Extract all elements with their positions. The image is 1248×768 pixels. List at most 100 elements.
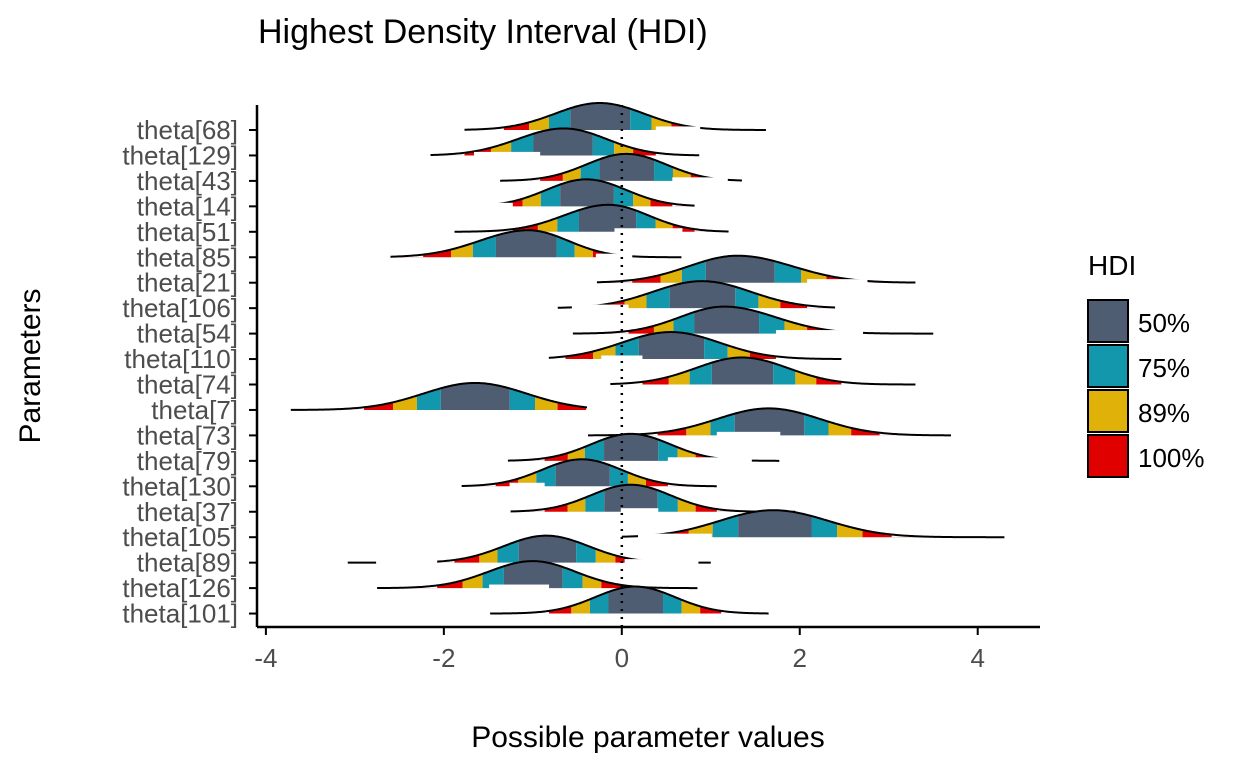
hdi-band-theta[43]-75% <box>580 159 600 181</box>
hdi-band-theta[54]-100% <box>572 325 654 334</box>
hdi-band-theta[106]-75% <box>735 286 759 309</box>
tail-mask-right-theta[79] <box>716 431 781 461</box>
hdi-band-theta[74]-89% <box>668 370 690 385</box>
hdi-band-theta[51]-100% <box>672 224 729 232</box>
y-tick-label: theta[7] <box>151 395 238 425</box>
y-tick-label: theta[129] <box>122 140 238 170</box>
tail-mask-left-theta[21] <box>595 253 633 283</box>
density-curve-theta[85] <box>390 229 682 259</box>
hdi-band-theta[85]-75% <box>556 236 575 258</box>
hdi-band-theta[105]-89% <box>837 523 863 538</box>
hdi-band-theta[85]-50% <box>495 230 557 258</box>
x-axis-title: Possible parameter values <box>471 721 825 754</box>
hdi-band-theta[68]-75% <box>630 108 652 130</box>
legend-label: 89% <box>1138 398 1190 428</box>
y-tick-label: theta[106] <box>122 293 238 323</box>
legend-title: HDI <box>1088 250 1136 281</box>
hdi-band-theta[130]-50% <box>555 459 610 487</box>
hdi-band-theta[79]-75% <box>584 439 605 461</box>
hdi-band-theta[73]-75% <box>710 413 735 436</box>
hdi-band-theta[37]-50% <box>604 484 658 512</box>
tail-mask-left-theta[106] <box>556 279 597 309</box>
hdi-band-theta[126]-100% <box>377 580 463 589</box>
hdi-band-theta[7]-89% <box>393 395 417 410</box>
tail-mask-left-theta[7] <box>289 380 365 410</box>
tail-mask-right-theta[105] <box>891 508 1006 538</box>
hdi-band-theta[73]-75% <box>804 414 829 436</box>
tail-mask-right-theta[129] <box>655 126 701 156</box>
hdi-band-theta[14]-100% <box>650 198 727 207</box>
tail-mask-left-theta[126] <box>376 559 438 589</box>
hdi-band-theta[126]-89% <box>462 573 483 589</box>
hdi-band-theta[89]-50% <box>518 535 577 563</box>
hdi-band-theta[43]-50% <box>599 153 655 181</box>
hdi-band-theta[14]-89% <box>522 192 541 207</box>
hdi-band-theta[7]-75% <box>509 388 536 410</box>
hdi-band-theta[54]-75% <box>759 312 785 334</box>
hdi-band-theta[89]-75% <box>497 540 519 563</box>
legend-label: 75% <box>1138 353 1190 383</box>
hdi-band-theta[101]-89% <box>681 599 701 614</box>
y-tick-label: theta[101] <box>122 599 238 629</box>
hdi-band-theta[89]-100% <box>347 554 480 563</box>
hdi-band-theta[85]-89% <box>574 243 593 258</box>
hdi-band-theta[89]-89% <box>595 548 616 563</box>
legend: HDI 50% 75% 89% 100% <box>1087 250 1205 478</box>
hdi-band-theta[79]-89% <box>567 446 585 461</box>
hdi-band-theta[68]-89% <box>529 115 549 130</box>
hdi-band-theta[7]-100% <box>557 402 610 410</box>
hdi-band-theta[106]-89% <box>758 294 781 309</box>
hdi-band-theta[106]-50% <box>669 281 736 309</box>
density-curve-theta[54] <box>572 305 934 335</box>
tail-mask-right-theta[73] <box>879 406 953 436</box>
tail-mask-left-theta[110] <box>547 330 566 360</box>
hdi-band-theta[101]-100% <box>700 606 769 614</box>
hdi-band-theta[126]-50% <box>503 561 563 589</box>
tail-mask-left-theta[54] <box>571 304 629 334</box>
hdi-band-theta[74]-100% <box>602 376 669 385</box>
hdi-band-theta[54]-75% <box>673 311 695 334</box>
hdi-band-theta[101]-100% <box>490 605 572 614</box>
y-tick-label: theta[130] <box>122 471 238 501</box>
hdi-band-theta[106]-100% <box>780 300 867 309</box>
y-tick-label: theta[37] <box>137 497 238 527</box>
hdi-band-theta[7]-75% <box>416 388 441 410</box>
density-curve-theta[101] <box>490 585 769 615</box>
tail-mask-right-theta[37] <box>716 482 797 512</box>
density-curve-theta[51] <box>454 203 729 233</box>
hdi-band-theta[37]-89% <box>677 498 696 512</box>
hdi-band-theta[89]-89% <box>479 548 498 563</box>
hdi-band-theta[129]-89% <box>614 141 634 156</box>
hdi-band-theta[130]-100% <box>461 478 519 487</box>
hdi-band-theta[37]-75% <box>585 490 605 512</box>
tail-mask-left-theta[68] <box>445 101 504 130</box>
tail-mask-right-theta[106] <box>807 279 868 309</box>
tail-mask-right-theta[51] <box>694 202 730 232</box>
y-tick-label: theta[51] <box>137 217 238 247</box>
density-curve-theta[129] <box>430 127 700 157</box>
hdi-band-theta[74]-75% <box>689 362 712 385</box>
tail-mask-right-theta[43] <box>712 151 743 181</box>
density-curve-theta[14] <box>468 178 727 208</box>
tail-mask-left-theta[79] <box>506 431 545 461</box>
y-tick-label: theta[43] <box>137 166 238 196</box>
hdi-band-theta[7]-50% <box>440 382 510 410</box>
hdi-band-theta[110]-50% <box>638 332 705 360</box>
y-tick-label: theta[89] <box>137 548 238 578</box>
hdi-band-theta[73]-89% <box>686 421 711 436</box>
density-curve-theta[110] <box>548 331 863 361</box>
hdi-band-theta[74]-75% <box>773 363 796 385</box>
legend-swatch <box>1087 389 1129 433</box>
hdi-band-theta[126]-75% <box>562 566 583 589</box>
hdi-band-theta[73]-100% <box>851 427 952 436</box>
hdi-band-theta[14]-75% <box>613 185 634 207</box>
hdi-band-theta[130]-75% <box>536 464 556 487</box>
hdi-band-theta[73]-89% <box>828 421 852 436</box>
hdi-band-theta[21]-89% <box>660 268 682 283</box>
hdi-band-theta[21]-50% <box>705 255 775 283</box>
hdi-band-theta[101]-75% <box>663 592 682 614</box>
y-tick-label: theta[21] <box>137 268 238 298</box>
hdi-band-theta[68]-100% <box>446 122 530 130</box>
y-tick-label: theta[79] <box>137 446 238 476</box>
hdi-band-theta[85]-75% <box>472 235 496 258</box>
